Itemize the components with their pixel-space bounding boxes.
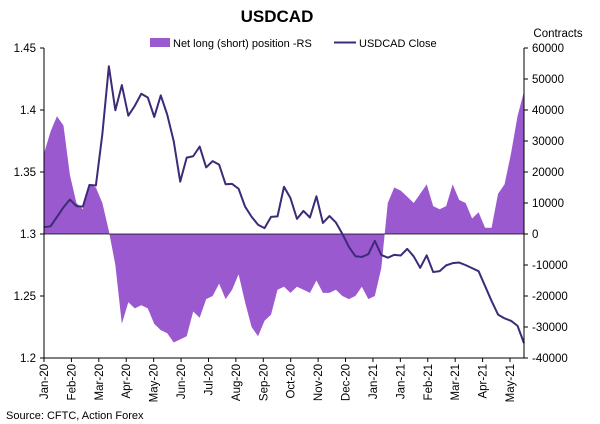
legend-label-usdcad: USDCAD Close xyxy=(359,38,437,50)
right-tick-label: 40000 xyxy=(532,105,564,117)
right-tick-label: -10000 xyxy=(532,260,568,272)
right-tick-label: -20000 xyxy=(532,291,568,303)
net-long-area xyxy=(44,91,524,343)
x-tick-label: Apr-20 xyxy=(121,364,133,399)
left-axis-ticks: 1.45 1.4 1.35 1.3 1.25 1.2 xyxy=(14,43,44,365)
left-tick-label: 1.35 xyxy=(14,167,36,179)
x-tick-label: Jan-20 xyxy=(39,364,51,399)
usdcad-close-line xyxy=(43,65,525,344)
legend: Net long (short) position -RS USDCAD Clo… xyxy=(150,38,437,50)
x-tick-label: Jan-21 xyxy=(368,364,380,399)
right-tick-label: 20000 xyxy=(532,167,564,179)
right-tick-label: 60000 xyxy=(532,43,564,55)
plot-area xyxy=(43,65,525,344)
x-tick-label: May-20 xyxy=(149,364,161,402)
x-tick-label: Dec-20 xyxy=(341,364,353,401)
chart-title: USDCAD xyxy=(241,7,314,26)
legend-label-net-long: Net long (short) position -RS xyxy=(173,38,312,50)
left-tick-label: 1.25 xyxy=(14,291,36,303)
x-tick-label: Apr-21 xyxy=(478,364,490,399)
right-tick-label: 50000 xyxy=(532,74,564,86)
x-tick-label: Jul-20 xyxy=(203,364,215,395)
right-tick-label: 30000 xyxy=(532,136,564,148)
source-note: Source: CFTC, Action Forex xyxy=(6,410,144,422)
x-tick-label: Oct-20 xyxy=(286,364,298,399)
x-tick-label: Aug-20 xyxy=(231,364,243,401)
x-axis-ticks: Jan-20 Feb-20 Mar-20 Apr-20 May-20 Jun-20 Jul-… xyxy=(39,358,517,402)
left-tick-label: 1.45 xyxy=(14,43,36,55)
left-tick-label: 1.4 xyxy=(20,105,37,117)
x-tick-label: Nov-20 xyxy=(313,364,325,401)
x-tick-label: Mar-21 xyxy=(450,364,462,400)
x-tick-label: May-21 xyxy=(505,364,517,402)
x-tick-label: Feb-21 xyxy=(423,364,435,400)
right-axis-unit: Contracts xyxy=(533,28,582,40)
right-tick-label: 0 xyxy=(532,229,538,241)
right-axis-ticks: 60000 50000 40000 30000 20000 10000 0 -10000 -20… xyxy=(524,43,568,365)
right-tick-label: -30000 xyxy=(532,322,568,334)
left-tick-label: 1.2 xyxy=(20,353,36,365)
left-tick-label: 1.3 xyxy=(20,229,36,241)
x-tick-label: Jan-21 xyxy=(395,364,407,399)
x-tick-label: Sep-20 xyxy=(258,364,270,401)
legend-swatch-net-long xyxy=(150,38,170,47)
right-tick-label: -40000 xyxy=(532,353,568,365)
right-tick-label: 10000 xyxy=(532,198,564,210)
x-tick-label: Mar-20 xyxy=(94,364,106,400)
x-tick-label: Jun-20 xyxy=(176,364,188,399)
x-tick-label: Feb-20 xyxy=(66,364,78,400)
